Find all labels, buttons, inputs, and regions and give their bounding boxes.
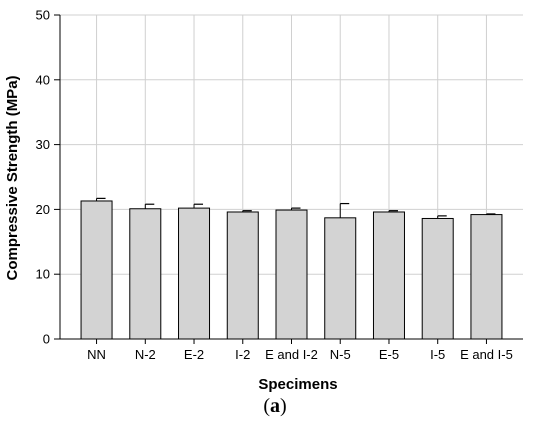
bar — [178, 207, 211, 340]
x-axis-ticks: NN N-2 E-2 I-2 E and I-2 N-5 E-5 I-5 E and I-5 — [87, 339, 513, 362]
bar — [421, 217, 454, 340]
x-tick-label: NN — [87, 347, 106, 362]
x-tick-label: N-5 — [330, 347, 351, 362]
y-tick-label: 10 — [36, 267, 50, 282]
x-tick-label: E-5 — [379, 347, 399, 362]
bar — [324, 217, 357, 340]
x-tick-label: E-2 — [184, 347, 204, 362]
bar — [226, 211, 259, 340]
bar — [470, 214, 503, 340]
y-tick-label: 20 — [36, 202, 50, 217]
bar — [80, 200, 113, 340]
caption-letter: a — [270, 395, 280, 417]
bars — [80, 197, 503, 340]
x-tick-label: E and I-2 — [265, 347, 318, 362]
y-tick-label: 50 — [36, 8, 50, 23]
bar — [275, 209, 308, 340]
y-tick-label: 30 — [36, 137, 50, 152]
y-axis-title: Compressive Strength (MPa) — [4, 75, 21, 280]
y-tick-label: 0 — [43, 332, 50, 347]
y-axis-ticks: 0 10 20 30 40 50 — [36, 8, 60, 347]
x-tick-label: I-5 — [430, 347, 445, 362]
caption-open-paren: ( — [263, 395, 270, 417]
x-tick-label: N-2 — [135, 347, 156, 362]
figure-caption: (a) — [0, 395, 550, 418]
y-tick-label: 40 — [36, 72, 50, 87]
bar — [129, 208, 162, 340]
caption-close-paren: ) — [280, 395, 287, 417]
x-tick-label: I-2 — [235, 347, 250, 362]
x-axis-title: Specimens — [258, 376, 337, 393]
x-tick-label: E and I-5 — [460, 347, 513, 362]
bar — [372, 211, 405, 340]
